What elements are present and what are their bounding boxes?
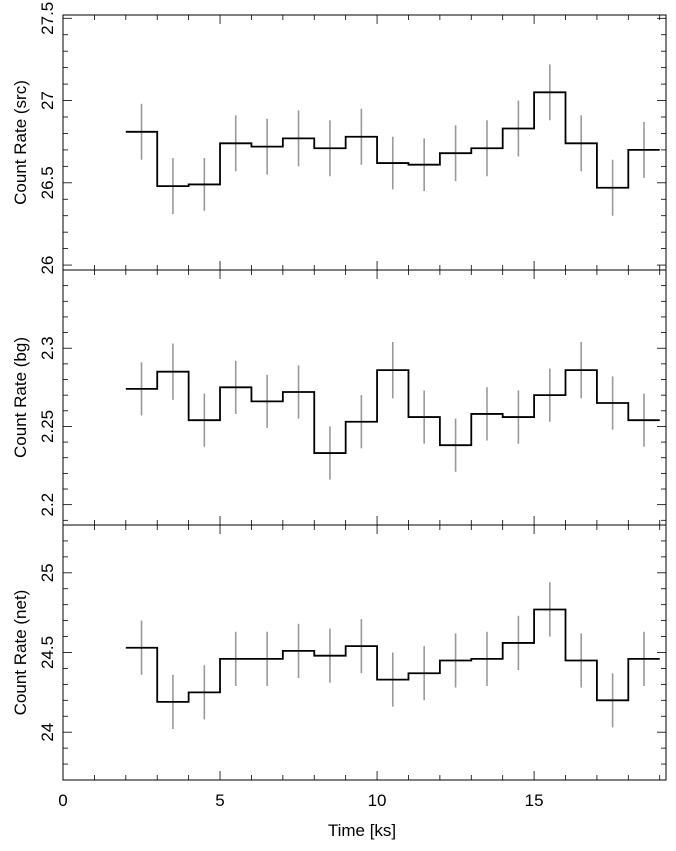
x-tick-label: 5 — [215, 791, 224, 810]
y-axis-label: Count Rate (net) — [11, 590, 30, 716]
y-axis-label: Count Rate (bg) — [11, 337, 30, 458]
y-tick-label: 2.2 — [38, 493, 57, 517]
y-tick-label: 26.5 — [38, 166, 57, 199]
y-tick-label: 26 — [38, 256, 57, 275]
x-axis-label: Time [ks] — [328, 821, 396, 840]
panel-frame — [62, 269, 667, 526]
x-tick-label: 15 — [525, 791, 544, 810]
y-tick-label: 27 — [38, 91, 57, 110]
y-tick-label: 2.3 — [38, 336, 57, 360]
step-line — [125, 608, 660, 703]
x-tick-label: 10 — [368, 791, 387, 810]
step-line — [125, 91, 660, 189]
x-tick-label: 0 — [58, 791, 67, 810]
step-line — [125, 369, 660, 454]
panel-frame — [62, 524, 667, 781]
panel-src: 26 26.5 27 27.5 Count Rate (src) — [11, 2, 667, 275]
y-tick-label: 2.25 — [38, 410, 57, 443]
y-tick-label: 24 — [38, 723, 57, 742]
panels: 26 26.5 27 27.5 Count Rate (src) 2.2 2.25 2.3 Co… — [11, 2, 667, 810]
panel-net: 24 24.5 25 Count Rate (net) — [11, 524, 667, 781]
panel-bg: 2.2 2.25 2.3 Count Rate (bg) — [11, 269, 667, 526]
y-axis-label: Count Rate (src) — [11, 80, 30, 205]
y-tick-label: 25 — [38, 563, 57, 582]
y-tick-label: 24.5 — [38, 636, 57, 669]
y-tick-label: 27.5 — [38, 2, 57, 35]
